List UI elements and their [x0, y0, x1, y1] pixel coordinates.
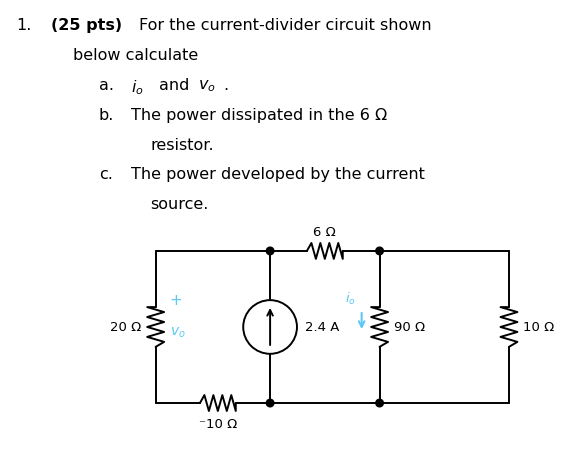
Text: $i_o$: $i_o$: [131, 78, 144, 97]
Circle shape: [376, 399, 384, 407]
Text: The power developed by the current: The power developed by the current: [131, 167, 425, 182]
Circle shape: [267, 399, 274, 407]
Text: $v_o$: $v_o$: [169, 325, 185, 339]
Text: c.: c.: [99, 167, 113, 182]
Text: (25 pts): (25 pts): [51, 18, 122, 33]
Text: +: +: [169, 292, 182, 307]
Text: b.: b.: [99, 108, 114, 122]
Text: For the current-divider circuit shown: For the current-divider circuit shown: [139, 18, 431, 33]
Text: resistor.: resistor.: [151, 137, 214, 152]
Text: a.: a.: [99, 78, 114, 93]
Text: $v_o$: $v_o$: [198, 78, 216, 93]
Text: The power dissipated in the 6 Ω: The power dissipated in the 6 Ω: [131, 108, 387, 122]
Text: source.: source.: [151, 197, 209, 212]
Circle shape: [376, 248, 384, 255]
Text: $i_o$: $i_o$: [345, 290, 356, 307]
Text: 90 Ω: 90 Ω: [393, 321, 425, 334]
Text: 20 Ω: 20 Ω: [111, 321, 141, 334]
Text: 6 Ω: 6 Ω: [314, 226, 336, 238]
Text: below calculate: below calculate: [73, 48, 198, 63]
Text: .: .: [223, 78, 229, 93]
Text: 1.: 1.: [16, 18, 31, 33]
Text: 10 Ω: 10 Ω: [523, 321, 554, 334]
Text: 2.4 A: 2.4 A: [305, 321, 339, 334]
Circle shape: [267, 248, 274, 255]
Text: ⁻10 Ω: ⁻10 Ω: [198, 417, 237, 430]
Text: and: and: [159, 78, 189, 93]
